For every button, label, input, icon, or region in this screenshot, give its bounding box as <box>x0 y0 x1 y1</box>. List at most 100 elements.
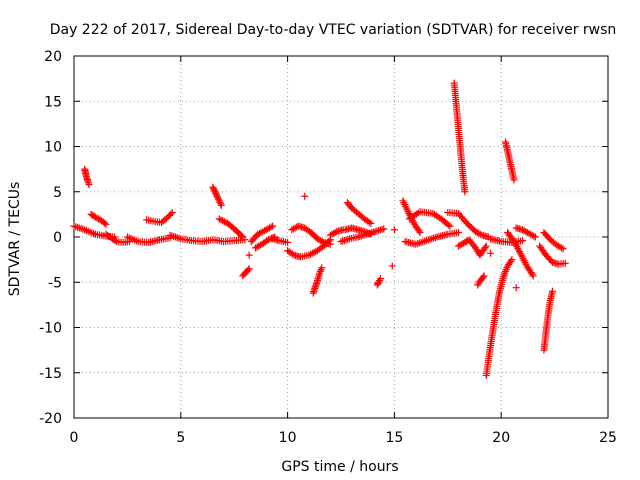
data-point <box>215 195 223 203</box>
data-point <box>528 270 536 278</box>
data-point <box>412 240 420 248</box>
data-point <box>519 237 527 245</box>
data-point <box>476 230 484 238</box>
x-tick-label: 5 <box>176 430 185 446</box>
data-point <box>167 210 175 218</box>
chart-title: Day 222 of 2017, Sidereal Day-to-day VTE… <box>50 22 617 38</box>
data-point <box>417 238 425 246</box>
data-point <box>211 188 219 196</box>
x-tick-label: 10 <box>279 430 297 446</box>
data-point <box>482 242 490 250</box>
data-point <box>318 264 326 272</box>
data-point <box>531 233 539 241</box>
data-point <box>210 185 218 193</box>
x-tick-label: 0 <box>70 430 79 446</box>
data-point <box>85 181 93 189</box>
data-point <box>326 240 334 248</box>
y-tick-label: 5 <box>53 185 62 201</box>
data-point <box>415 227 423 235</box>
x-tick-label: 25 <box>599 430 617 446</box>
data-point <box>421 237 429 245</box>
data-point <box>245 265 253 273</box>
data-point <box>75 224 83 232</box>
x-axis-label: GPS time / hours <box>281 459 398 475</box>
y-tick-label: -15 <box>39 366 62 382</box>
data-point <box>430 234 438 242</box>
data-point <box>168 209 176 217</box>
data-point <box>414 240 422 248</box>
data-point <box>481 244 489 252</box>
axis-ticks: 0 5 10 15 20 25 20 15 10 5 0 -5 -10 -15 -20 <box>39 49 617 446</box>
data-point <box>415 239 423 247</box>
data-point <box>217 200 225 208</box>
y-tick-label: -5 <box>48 275 62 291</box>
data-point <box>558 244 566 252</box>
data-point <box>529 272 537 280</box>
data-point <box>331 228 339 236</box>
data-point <box>212 191 220 199</box>
data-point <box>461 188 469 196</box>
data-point <box>175 234 183 242</box>
data-point <box>239 233 247 241</box>
y-axis-label: SDTVAR / TECUs <box>7 182 23 297</box>
data-point <box>216 198 224 206</box>
data-point <box>267 223 275 231</box>
data-point <box>556 243 564 251</box>
data-point <box>561 259 569 267</box>
data-point <box>209 183 217 191</box>
y-tick-label: -20 <box>39 411 62 427</box>
data-point <box>244 266 252 274</box>
grid-lines <box>74 56 608 418</box>
data-points <box>70 79 569 379</box>
data-point <box>318 238 326 246</box>
y-tick-label: 0 <box>53 230 62 246</box>
data-point <box>111 237 119 245</box>
data-point <box>548 287 556 295</box>
data-point <box>365 218 373 226</box>
y-tick-label: 10 <box>44 140 62 156</box>
data-point <box>173 234 181 242</box>
data-point <box>424 236 432 244</box>
data-point <box>431 234 439 242</box>
data-point <box>214 194 222 202</box>
data-point <box>426 235 434 243</box>
data-point <box>390 226 398 234</box>
data-point <box>288 250 296 258</box>
x-tick-label: 15 <box>385 430 403 446</box>
data-point <box>454 228 462 236</box>
data-point <box>213 192 221 200</box>
data-point <box>264 236 272 244</box>
data-point <box>237 232 245 240</box>
data-point <box>284 238 292 246</box>
y-tick-label: 20 <box>44 49 62 65</box>
data-point <box>416 228 424 236</box>
data-point <box>301 192 309 200</box>
data-point <box>269 222 277 230</box>
data-point <box>367 219 375 227</box>
data-point <box>171 233 179 241</box>
data-point <box>479 273 487 281</box>
y-tick-label: 15 <box>44 94 62 110</box>
data-point <box>212 189 220 197</box>
data-point <box>512 284 520 292</box>
data-point <box>530 232 538 240</box>
data-point <box>217 201 225 209</box>
data-point <box>70 222 78 230</box>
data-point <box>422 237 430 245</box>
data-point <box>445 221 453 229</box>
data-point <box>377 275 385 283</box>
data-point <box>388 262 396 270</box>
x-tick-label: 20 <box>492 430 510 446</box>
data-point <box>480 272 488 280</box>
data-point <box>446 222 454 230</box>
data-point <box>559 245 567 253</box>
data-point <box>507 257 515 265</box>
y-tick-label: -10 <box>39 321 62 337</box>
data-point <box>380 225 388 233</box>
data-point <box>72 223 80 231</box>
data-point <box>508 256 516 264</box>
data-point <box>316 267 324 275</box>
data-point <box>428 235 436 243</box>
data-point <box>487 249 495 257</box>
